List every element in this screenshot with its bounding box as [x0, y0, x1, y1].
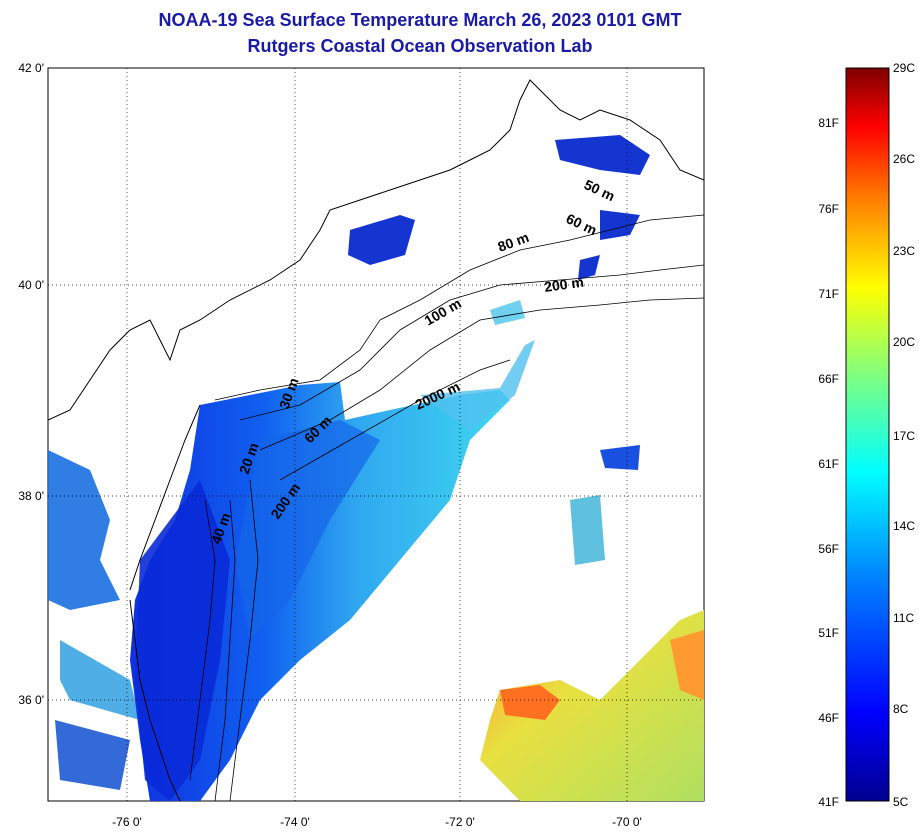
contour-60m	[214, 214, 704, 401]
colorbar-c-label: 29C	[893, 61, 915, 75]
lat-label: 38 0'	[18, 489, 44, 503]
colorbar-f-labels: 81F 76F 71F 66F 61F 56F 51F 46F 41F	[818, 116, 839, 809]
colorbar-f-label: 76F	[818, 202, 839, 216]
colorbar-c-label: 5C	[893, 795, 909, 809]
lat-label: 42 0'	[18, 61, 44, 75]
colorbar-c-label: 17C	[893, 429, 915, 443]
contour-200m	[259, 297, 704, 451]
sst-patch-longisland	[348, 215, 415, 265]
sst-patch-shelf	[578, 255, 600, 280]
colorbar-c-label: 26C	[893, 152, 915, 166]
chesapeake-bay	[48, 450, 120, 610]
contour-100m	[239, 264, 704, 421]
graticule	[48, 68, 704, 801]
colorbar-c-labels: 29C 26C 23C 20C 17C 14C 11C 8C 5C	[893, 61, 915, 809]
sst-field-coastal	[135, 480, 230, 801]
map-title: NOAA-19 Sea Surface Temperature March 26…	[158, 10, 682, 30]
colorbar-c-label: 23C	[893, 244, 915, 258]
colorbar-f-label: 71F	[818, 287, 839, 301]
lon-label: -76 0'	[112, 815, 142, 829]
map-subtitle: Rutgers Coastal Ocean Observation Lab	[247, 36, 593, 56]
lon-label: -72 0'	[445, 815, 475, 829]
colorbar-c-label: 14C	[893, 519, 915, 533]
colorbar-c-label: 11C	[893, 611, 914, 625]
colorbar-f-label: 41F	[818, 795, 839, 809]
lon-label: -74 0'	[280, 815, 310, 829]
contour-40m	[189, 499, 216, 781]
colorbar-f-label: 66F	[818, 372, 839, 386]
sst-streak	[420, 340, 535, 430]
southern-water	[55, 720, 130, 790]
map-content	[48, 79, 704, 801]
colorbar-f-label: 56F	[818, 542, 839, 556]
sst-patch-shelf-ne	[600, 210, 640, 240]
colorbar-f-label: 51F	[818, 626, 839, 640]
sst-field-shelf	[235, 420, 380, 640]
lat-label: 40 0'	[18, 278, 44, 292]
sst-eddy	[570, 495, 605, 565]
colorbar-c-label: 20C	[893, 335, 915, 349]
colorbar-f-label: 61F	[818, 457, 839, 471]
sst-patch-light	[490, 300, 525, 325]
sst-patch-offshore	[600, 445, 640, 470]
sst-patch-capecod	[555, 135, 650, 175]
colorbar-c-label: 8C	[893, 702, 909, 716]
lat-label: 36 0'	[18, 693, 44, 707]
lon-label: -70 0'	[612, 815, 642, 829]
contour-200m-south	[214, 499, 236, 801]
contour-label: 200 m	[543, 274, 585, 295]
colorbar-f-label: 46F	[818, 711, 839, 725]
contour-2000m-south	[229, 479, 259, 801]
sst-warm-edge	[670, 630, 704, 700]
sst-field-main	[130, 382, 510, 801]
contour-2000m	[279, 359, 511, 481]
sst-warm-core	[500, 685, 560, 720]
sst-gulfstream	[480, 610, 704, 801]
colorbar	[845, 67, 890, 802]
coastline-delmarva	[129, 404, 201, 591]
coastline-north	[48, 79, 704, 421]
colorbar-f-label: 81F	[818, 116, 839, 130]
